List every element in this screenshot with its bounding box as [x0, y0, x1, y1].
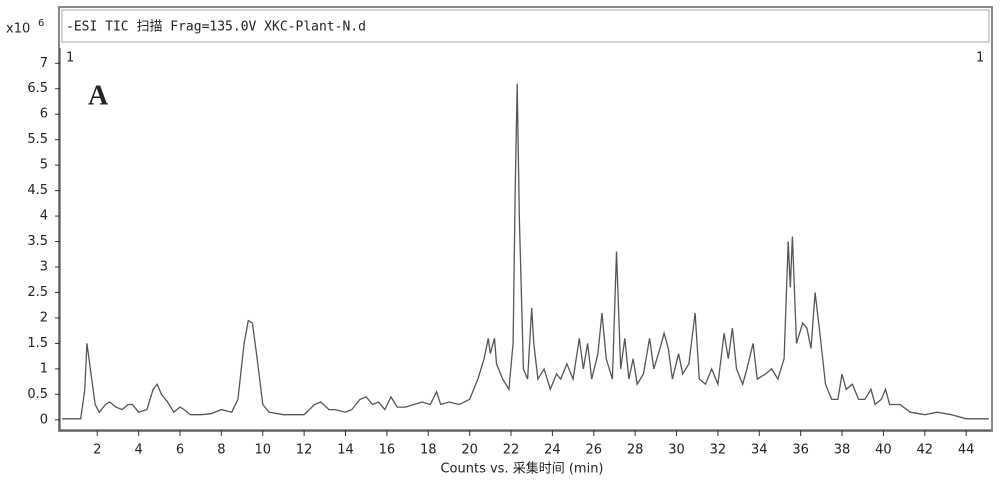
trace-line	[62, 83, 989, 420]
x-tick-label: 22	[503, 443, 520, 458]
y-tick-label: 1	[40, 361, 48, 376]
x-axis-label: Counts vs. 采集时间 (min)	[440, 461, 603, 477]
x-tick-label: 40	[875, 443, 892, 458]
y-tick-label: 1.5	[27, 336, 48, 351]
y-tick-label: 6	[40, 107, 48, 122]
x-tick-label: 8	[217, 443, 225, 458]
x-tick-label: 18	[420, 443, 437, 458]
y-tick-label: 3	[40, 260, 48, 275]
x-tick-label: 36	[792, 443, 809, 458]
y-tick-label: 2.5	[27, 285, 48, 300]
x-tick-label: 10	[254, 443, 271, 458]
y-tick-label: 4.5	[27, 183, 48, 198]
panel-label: A	[88, 80, 109, 111]
x-tick-label: 20	[461, 443, 478, 458]
y-tick-label: 5.5	[27, 132, 48, 147]
y-unit-exponent: 6	[38, 18, 44, 29]
y-tick-label: 7	[40, 56, 48, 71]
y-tick-label: 0.5	[27, 387, 48, 402]
plot-frame	[58, 6, 993, 432]
corner-label: 1	[976, 51, 984, 66]
x-tick-label: 6	[176, 443, 184, 458]
x-tick-label: 4	[134, 443, 142, 458]
x-tick-label: 2	[93, 443, 101, 458]
x-tick-label: 44	[958, 443, 975, 458]
x-tick-label: 34	[751, 443, 768, 458]
y-unit: x10	[6, 22, 30, 37]
header-bar	[61, 9, 990, 43]
y-tick-label: 3.5	[27, 234, 48, 249]
x-tick-label: 42	[917, 443, 934, 458]
x-tick-label: 28	[627, 443, 644, 458]
x-tick-label: 14	[337, 443, 354, 458]
y-tick-label: 4	[40, 209, 48, 224]
corner-label: 1	[66, 51, 74, 66]
x-tick-label: 16	[379, 443, 396, 458]
x-tick-label: 32	[710, 443, 727, 458]
x-tick-label: 26	[585, 443, 602, 458]
header-text: -ESI TIC 扫描 Frag=135.0V XKC-Plant-N.d	[66, 20, 366, 35]
x-tick-label: 12	[296, 443, 313, 458]
x-tick-label: 24	[544, 443, 561, 458]
y-tick-label: 0	[40, 412, 48, 427]
y-tick-label: 5	[40, 158, 48, 173]
y-tick-label: 6.5	[27, 81, 48, 96]
y-tick-label: 2	[40, 310, 48, 325]
x-tick-label: 30	[668, 443, 685, 458]
x-tick-label: 38	[834, 443, 851, 458]
